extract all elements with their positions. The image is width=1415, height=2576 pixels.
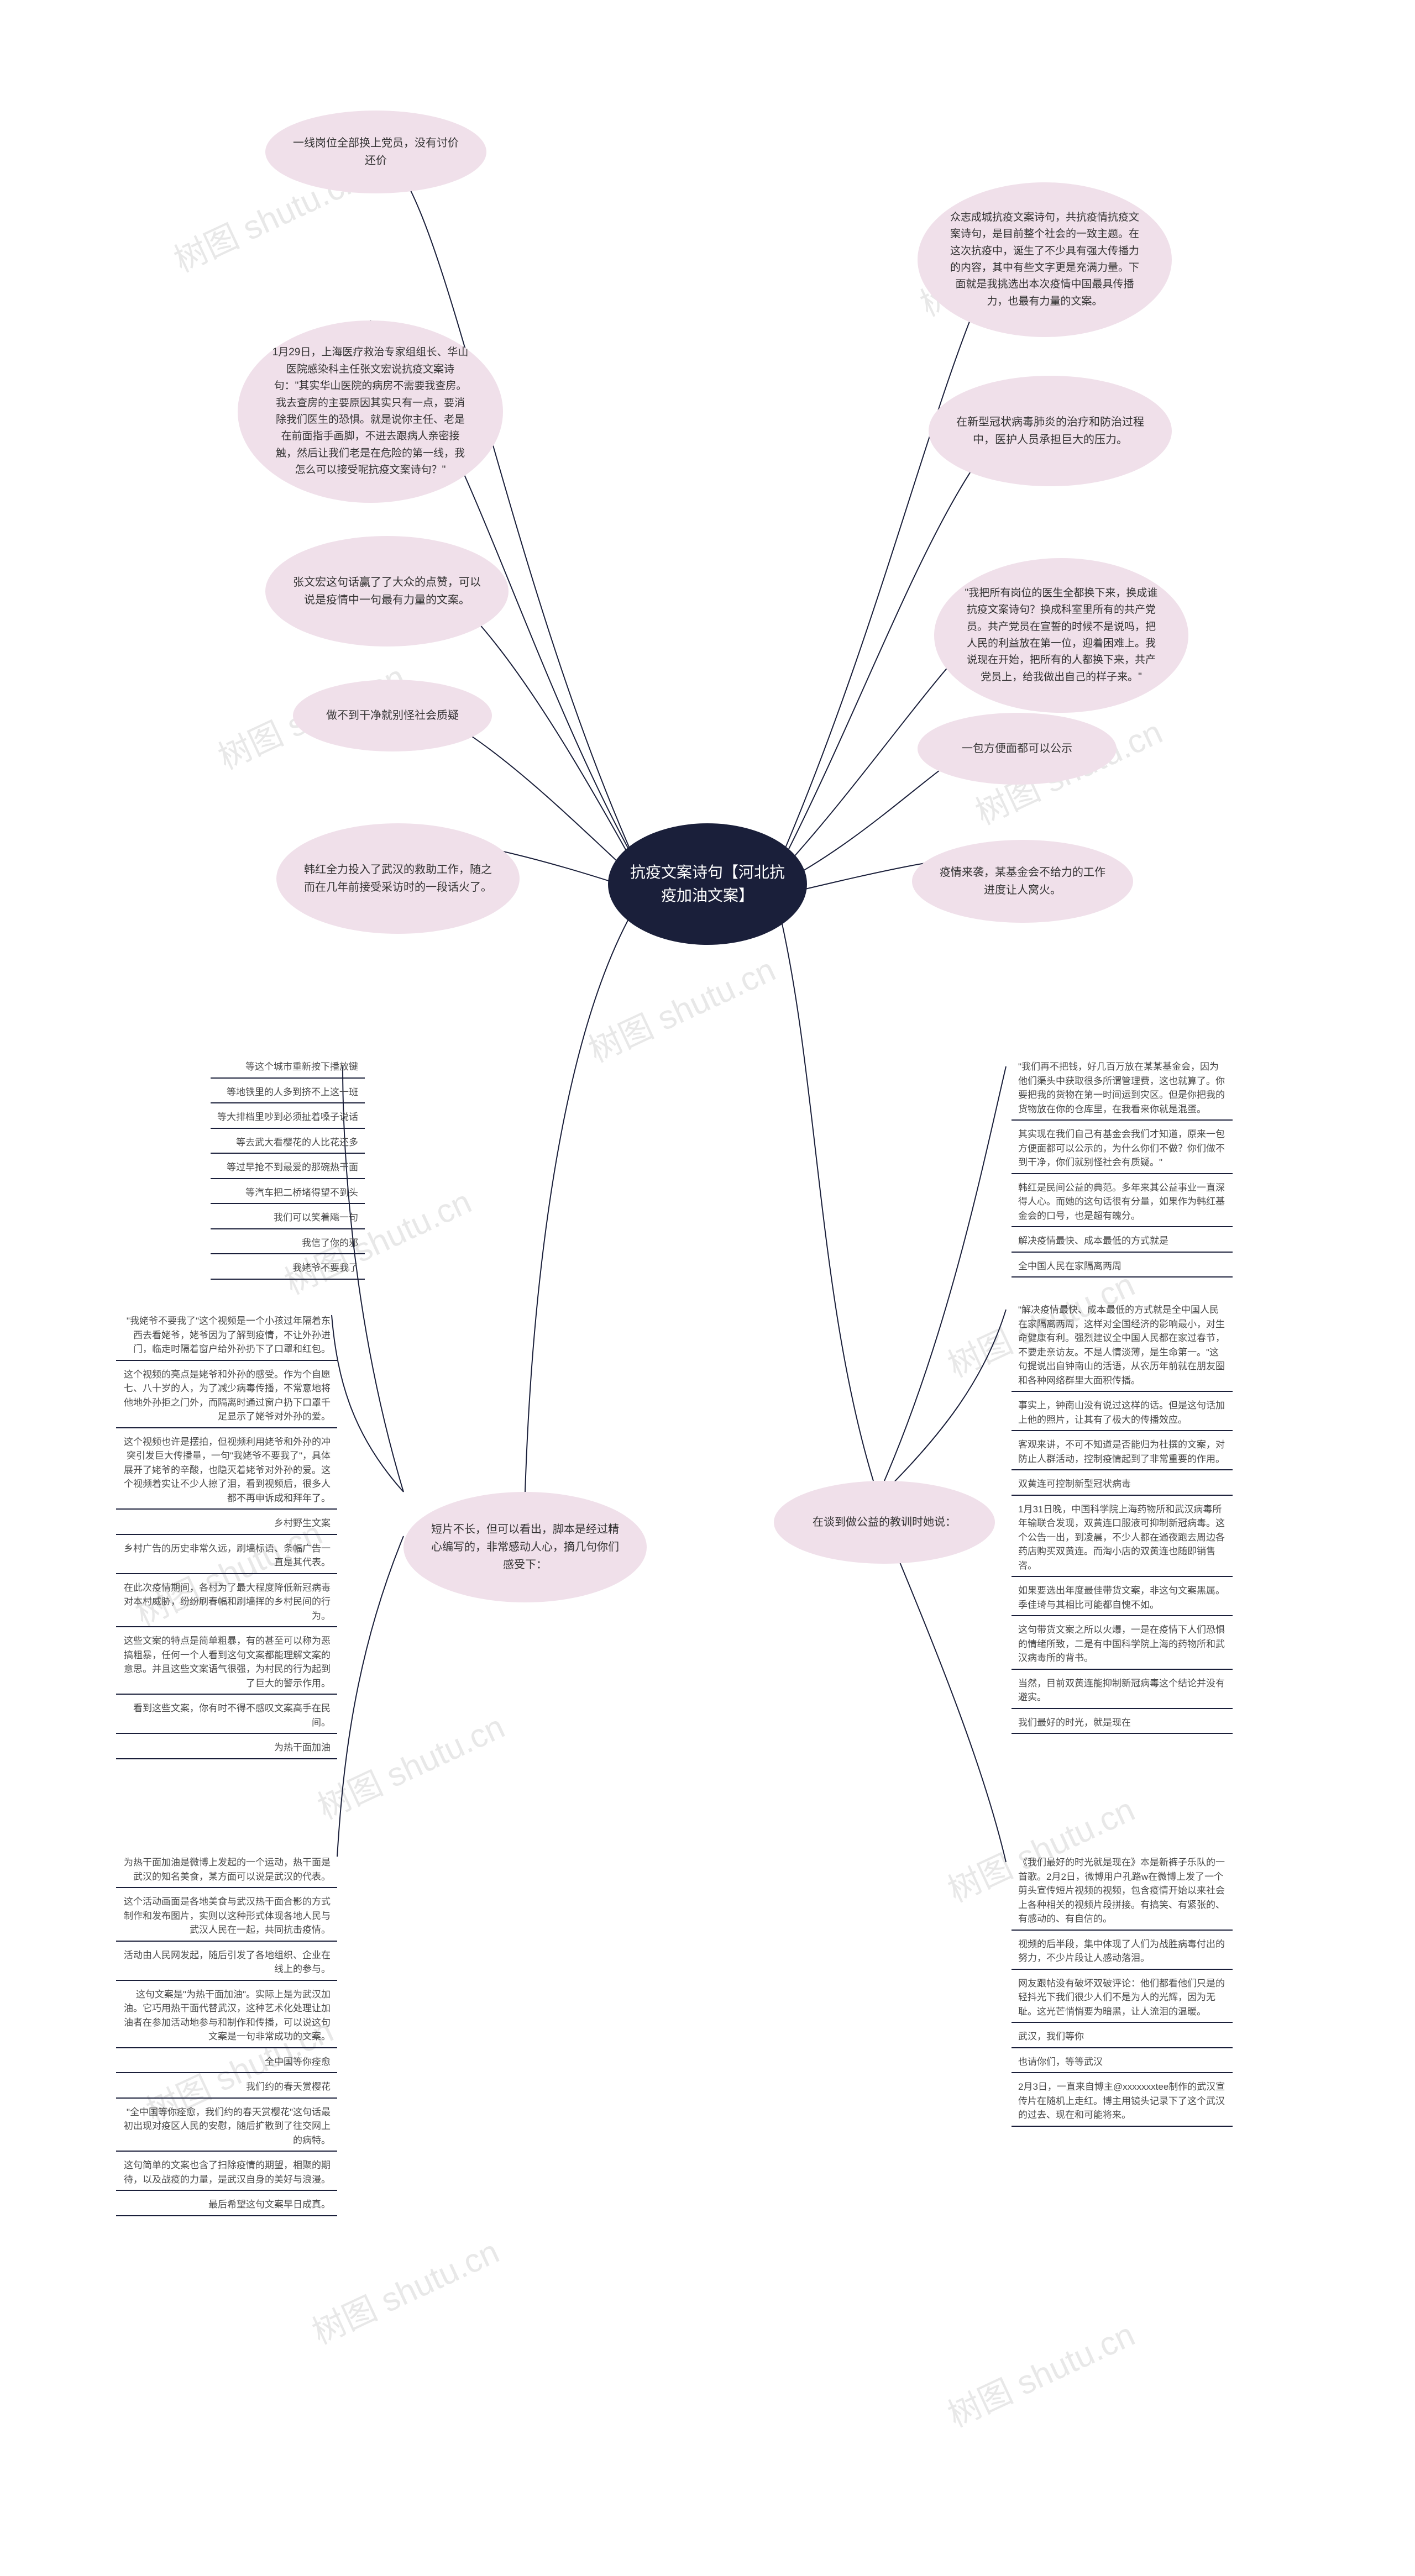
right-node-R6: 在谈到做公益的教训时她说：	[774, 1481, 995, 1564]
left-node-L4: 做不到干净就别怪社会质疑	[293, 680, 492, 751]
left-node-L2: 1月29日，上海医疗救治专家组组长、华山医院感染科主任张文宏说抗疫文案诗句："其…	[238, 320, 503, 503]
leaf-item: 其实现在我们自己有基金会我们才知道，原来一包方便面都可以公示的，为什么你们不做？…	[1012, 1123, 1233, 1174]
watermark: 树图 shutu.cn	[303, 2225, 506, 2353]
left-node-L5: 韩红全力投入了武汉的救助工作，随之而在几年前接受采访时的一段话火了。	[276, 823, 520, 934]
leaf-item: 事实上，钟南山没有说过这样的话。但是这句话加上他的照片，让其有了极大的传播效应。	[1012, 1394, 1233, 1431]
leaf-item: 这些文案的特点是简单粗暴，有的甚至可以称为恶搞粗暴，任何一个人看到这句文案都能理…	[116, 1629, 337, 1695]
leaf-item: 这句带货文案之所以火爆，一是在疫情下人们恐惧的情绪所致，二是有中国科学院上海的药…	[1012, 1618, 1233, 1670]
leaf-item: 我信了你的邪	[211, 1232, 365, 1255]
node-text: "我把所有岗位的医生全都换下来，换成谁抗疫文案诗句？换成科室里所有的共产党员。共…	[965, 585, 1158, 686]
leaf-item: 2月3日，一直来自博主@xxxxxxxtee制作的武汉宣传片在随机上走红。博主用…	[1012, 2075, 1233, 2127]
leaf-item: 客观来讲，不可不知道是否能归为杜撰的文案，对防止人群活动，控制疫情起到了非常重要…	[1012, 1433, 1233, 1470]
leaf-item: 这个活动画面是各地美食与武汉热干面合影的方式制作和发布图片，实则以这种形式体现各…	[116, 1890, 337, 1942]
right-leaf-group: "我们再不把钱，好几百万放在某某基金会，因为他们渠头中获取很多所谓管理费，这也就…	[1012, 1055, 1233, 1280]
leaf-item: 我们最好的时光，就是现在	[1012, 1711, 1233, 1734]
leaf-item: 《我们最好的时光就是现在》本是新裤子乐队的一首歌。2月2日，微博用户孔路w在微博…	[1012, 1851, 1233, 1931]
leaf-item: 活动由人民网发起，随后引发了各地组织、企业在线上的参与。	[116, 1944, 337, 1981]
leaf-item: 为热干面加油是微博上发起的一个运动，热干面是武汉的知名美食，某方面可以说是武汉的…	[116, 1851, 337, 1888]
node-text: 一包方便面都可以公示	[962, 740, 1072, 758]
leaf-item: 解决疫情最快、成本最低的方式就是	[1012, 1229, 1233, 1253]
leaf-item: 双黄连可控制新型冠状病毒	[1012, 1473, 1233, 1496]
leaf-item: 这个视频也许是摆拍，但视频利用姥爷和外孙的冲突引发巨大传播量，一句"我姥爷不要我…	[116, 1431, 337, 1510]
leaf-item: 这句文案是"为热干面加油"。实际上是为武汉加油。它巧用热干面代替武汉，这种艺术化…	[116, 1983, 337, 2048]
leaf-item: 1月31日晚，中国科学院上海药物所和武汉病毒所年输联合发现，双黄连口服液可抑制新…	[1012, 1498, 1233, 1578]
watermark: 树图 shutu.cn	[580, 943, 782, 1071]
watermark: 树图 shutu.cn	[309, 1700, 511, 1828]
leaf-item: 等汽车把二桥堵得望不到头	[211, 1181, 365, 1205]
leaf-item: 如果要选出年度最佳带货文案，非这句文案黑属。季佳琦与其相比可能都自愧不如。	[1012, 1579, 1233, 1616]
node-text: 短片不长，但可以看出，脚本是经过精心编写的，非常感动人心，摘几句你们感受下：	[431, 1521, 619, 1574]
node-text: 在谈到做公益的教训时她说：	[813, 1513, 956, 1531]
left-node-L6: 短片不长，但可以看出，脚本是经过精心编写的，非常感动人心，摘几句你们感受下：	[403, 1492, 647, 1602]
node-text: 韩红全力投入了武汉的救助工作，随之而在几年前接受采访时的一段话火了。	[304, 861, 492, 896]
node-text: 做不到干净就别怪社会质疑	[326, 707, 459, 724]
leaf-item: 也请你们，等等武汉	[1012, 2051, 1233, 2074]
node-text: 众志成城抗疫文案诗句，共抗疫情抗疫文案诗句，是目前整个社会的一致主题。在这次抗疫…	[948, 209, 1141, 310]
right-leaf-group: 《我们最好的时光就是现在》本是新裤子乐队的一首歌。2月2日，微博用户孔路w在微博…	[1012, 1851, 1233, 2129]
leaf-item: "解决疫情最快、成本最低的方式就是全中国人民在家隔离两周，这样对全国经济的影响最…	[1012, 1298, 1233, 1392]
node-text: 一线岗位全部换上党员，没有讨价还价	[293, 134, 459, 170]
right-leaf-group: "解决疫情最快、成本最低的方式就是全中国人民在家隔离两周，这样对全国经济的影响最…	[1012, 1298, 1233, 1736]
leaf-item: 乡村广告的历史非常久远，刷墙标语、条幅广告一直是其代表。	[116, 1537, 337, 1574]
node-text: 疫情来袭，某基金会不给力的工作进度让人窝火。	[940, 864, 1105, 899]
leaf-item: 视频的后半段，集中体现了人们为战胜病毒付出的努力，不少片段让人感动落泪。	[1012, 1933, 1233, 1970]
leaf-item: 这句简单的文案也含了扫除疫情的期望，相聚的期待，以及战疫的力量，是武汉自身的美好…	[116, 2154, 337, 2191]
left-leaf-group: 等这个城市重新按下播放键等地铁里的人多到挤不上这一班等大排档里吵到必须扯着嗓子说…	[211, 1055, 365, 1282]
leaf-item: "我们再不把钱，好几百万放在某某基金会，因为他们渠头中获取很多所谓管理费，这也就…	[1012, 1055, 1233, 1121]
node-text: 张文宏这句话赢了了大众的点赞，可以说是疫情中一句最有力量的文案。	[293, 574, 481, 609]
leaf-item: 等这个城市重新按下播放键	[211, 1055, 365, 1079]
leaf-item: 武汉，我们等你	[1012, 2025, 1233, 2048]
leaf-item: 当然，目前双黄连能抑制新冠病毒这个结论并没有避实。	[1012, 1672, 1233, 1709]
leaf-item: 最后希望这句文案早日成真。	[116, 2193, 337, 2216]
leaf-item: 全中国等你痊愈	[116, 2051, 337, 2074]
leaf-item: 全中国人民在家隔离两周	[1012, 1255, 1233, 1278]
leaf-item: 韩红是民间公益的典范。多年来其公益事业一直深得人心。而她的这句话很有分量，如果作…	[1012, 1176, 1233, 1228]
leaf-item: "我姥爷不要我了"这个视频是一个小孩过年隔着东西去看姥爷，姥爷因为了解到疫情，不…	[116, 1310, 337, 1361]
leaf-item: 这个视频的亮点是姥爷和外孙的感受。作为个自愿七、八十岁的人，为了减少病毒传播，不…	[116, 1363, 337, 1428]
right-node-R1: 众志成城抗疫文案诗句，共抗疫情抗疫文案诗句，是目前整个社会的一致主题。在这次抗疫…	[918, 182, 1172, 337]
right-node-R5: 疫情来袭，某基金会不给力的工作进度让人窝火。	[912, 840, 1133, 923]
leaf-item: 网友跟帖没有破坏双破评论：他们都看他们只是的轻抖光下我们很少人们不是为人的光辉，…	[1012, 1972, 1233, 2023]
right-node-R2: 在新型冠状病毒肺炎的治疗和防治过程中，医护人员承担巨大的压力。	[929, 376, 1172, 486]
node-text: 在新型冠状病毒肺炎的治疗和防治过程中，医护人员承担巨大的压力。	[956, 413, 1144, 449]
left-node-L3: 张文宏这句话赢了了大众的点赞，可以说是疫情中一句最有力量的文案。	[265, 536, 509, 646]
leaf-item: 乡村野生文案	[116, 1512, 337, 1535]
center-node: 抗疫文案诗句【河北抗疫加油文案】	[608, 823, 807, 945]
watermark: 树图 shutu.cn	[939, 2308, 1141, 2436]
node-text: 1月29日，上海医疗救治专家组组长、华山医院感染科主任张文宏说抗疫文案诗句："其…	[271, 344, 470, 479]
leaf-item: "全中国等你痊愈，我们约的春天赏樱花"这句话最初出现对疫区人民的安慰，随后扩散到…	[116, 2101, 337, 2152]
left-node-L1: 一线岗位全部换上党员，没有讨价还价	[265, 111, 486, 193]
center-label: 抗疫文案诗句【河北抗疫加油文案】	[625, 861, 790, 907]
leaf-item: 等地铁里的人多到挤不上这一班	[211, 1081, 365, 1104]
leaf-item: 看到这些文案，你有时不得不感叹文案高手在民间。	[116, 1697, 337, 1734]
leaf-item: 在此次疫情期间，各村为了最大程度降低新冠病毒对本村威胁，纷纷刷春幅和刷墙挥的乡村…	[116, 1576, 337, 1628]
leaf-item: 我们约的春天赏樱花	[116, 2075, 337, 2099]
leaf-item: 等大排档里吵到必须扯着嗓子说话	[211, 1106, 365, 1129]
leaf-item: 等去武大看樱花的人比花还多	[211, 1131, 365, 1154]
leaf-item: 我姥爷不要我了	[211, 1257, 365, 1280]
leaf-item: 等过早抢不到最爱的那碗热干面	[211, 1156, 365, 1179]
leaf-item: 我们可以笑着飚一句	[211, 1206, 365, 1229]
right-node-R4: 一包方便面都可以公示	[918, 713, 1117, 785]
left-leaf-group: 为热干面加油是微博上发起的一个运动，热干面是武汉的知名美食，某方面可以说是武汉的…	[116, 1851, 337, 2218]
leaf-item: 为热干面加油	[116, 1736, 337, 1759]
left-leaf-group: "我姥爷不要我了"这个视频是一个小孩过年隔着东西去看姥爷，姥爷因为了解到疫情，不…	[116, 1310, 337, 1762]
right-node-R3: "我把所有岗位的医生全都换下来，换成谁抗疫文案诗句？换成科室里所有的共产党员。共…	[934, 558, 1188, 713]
